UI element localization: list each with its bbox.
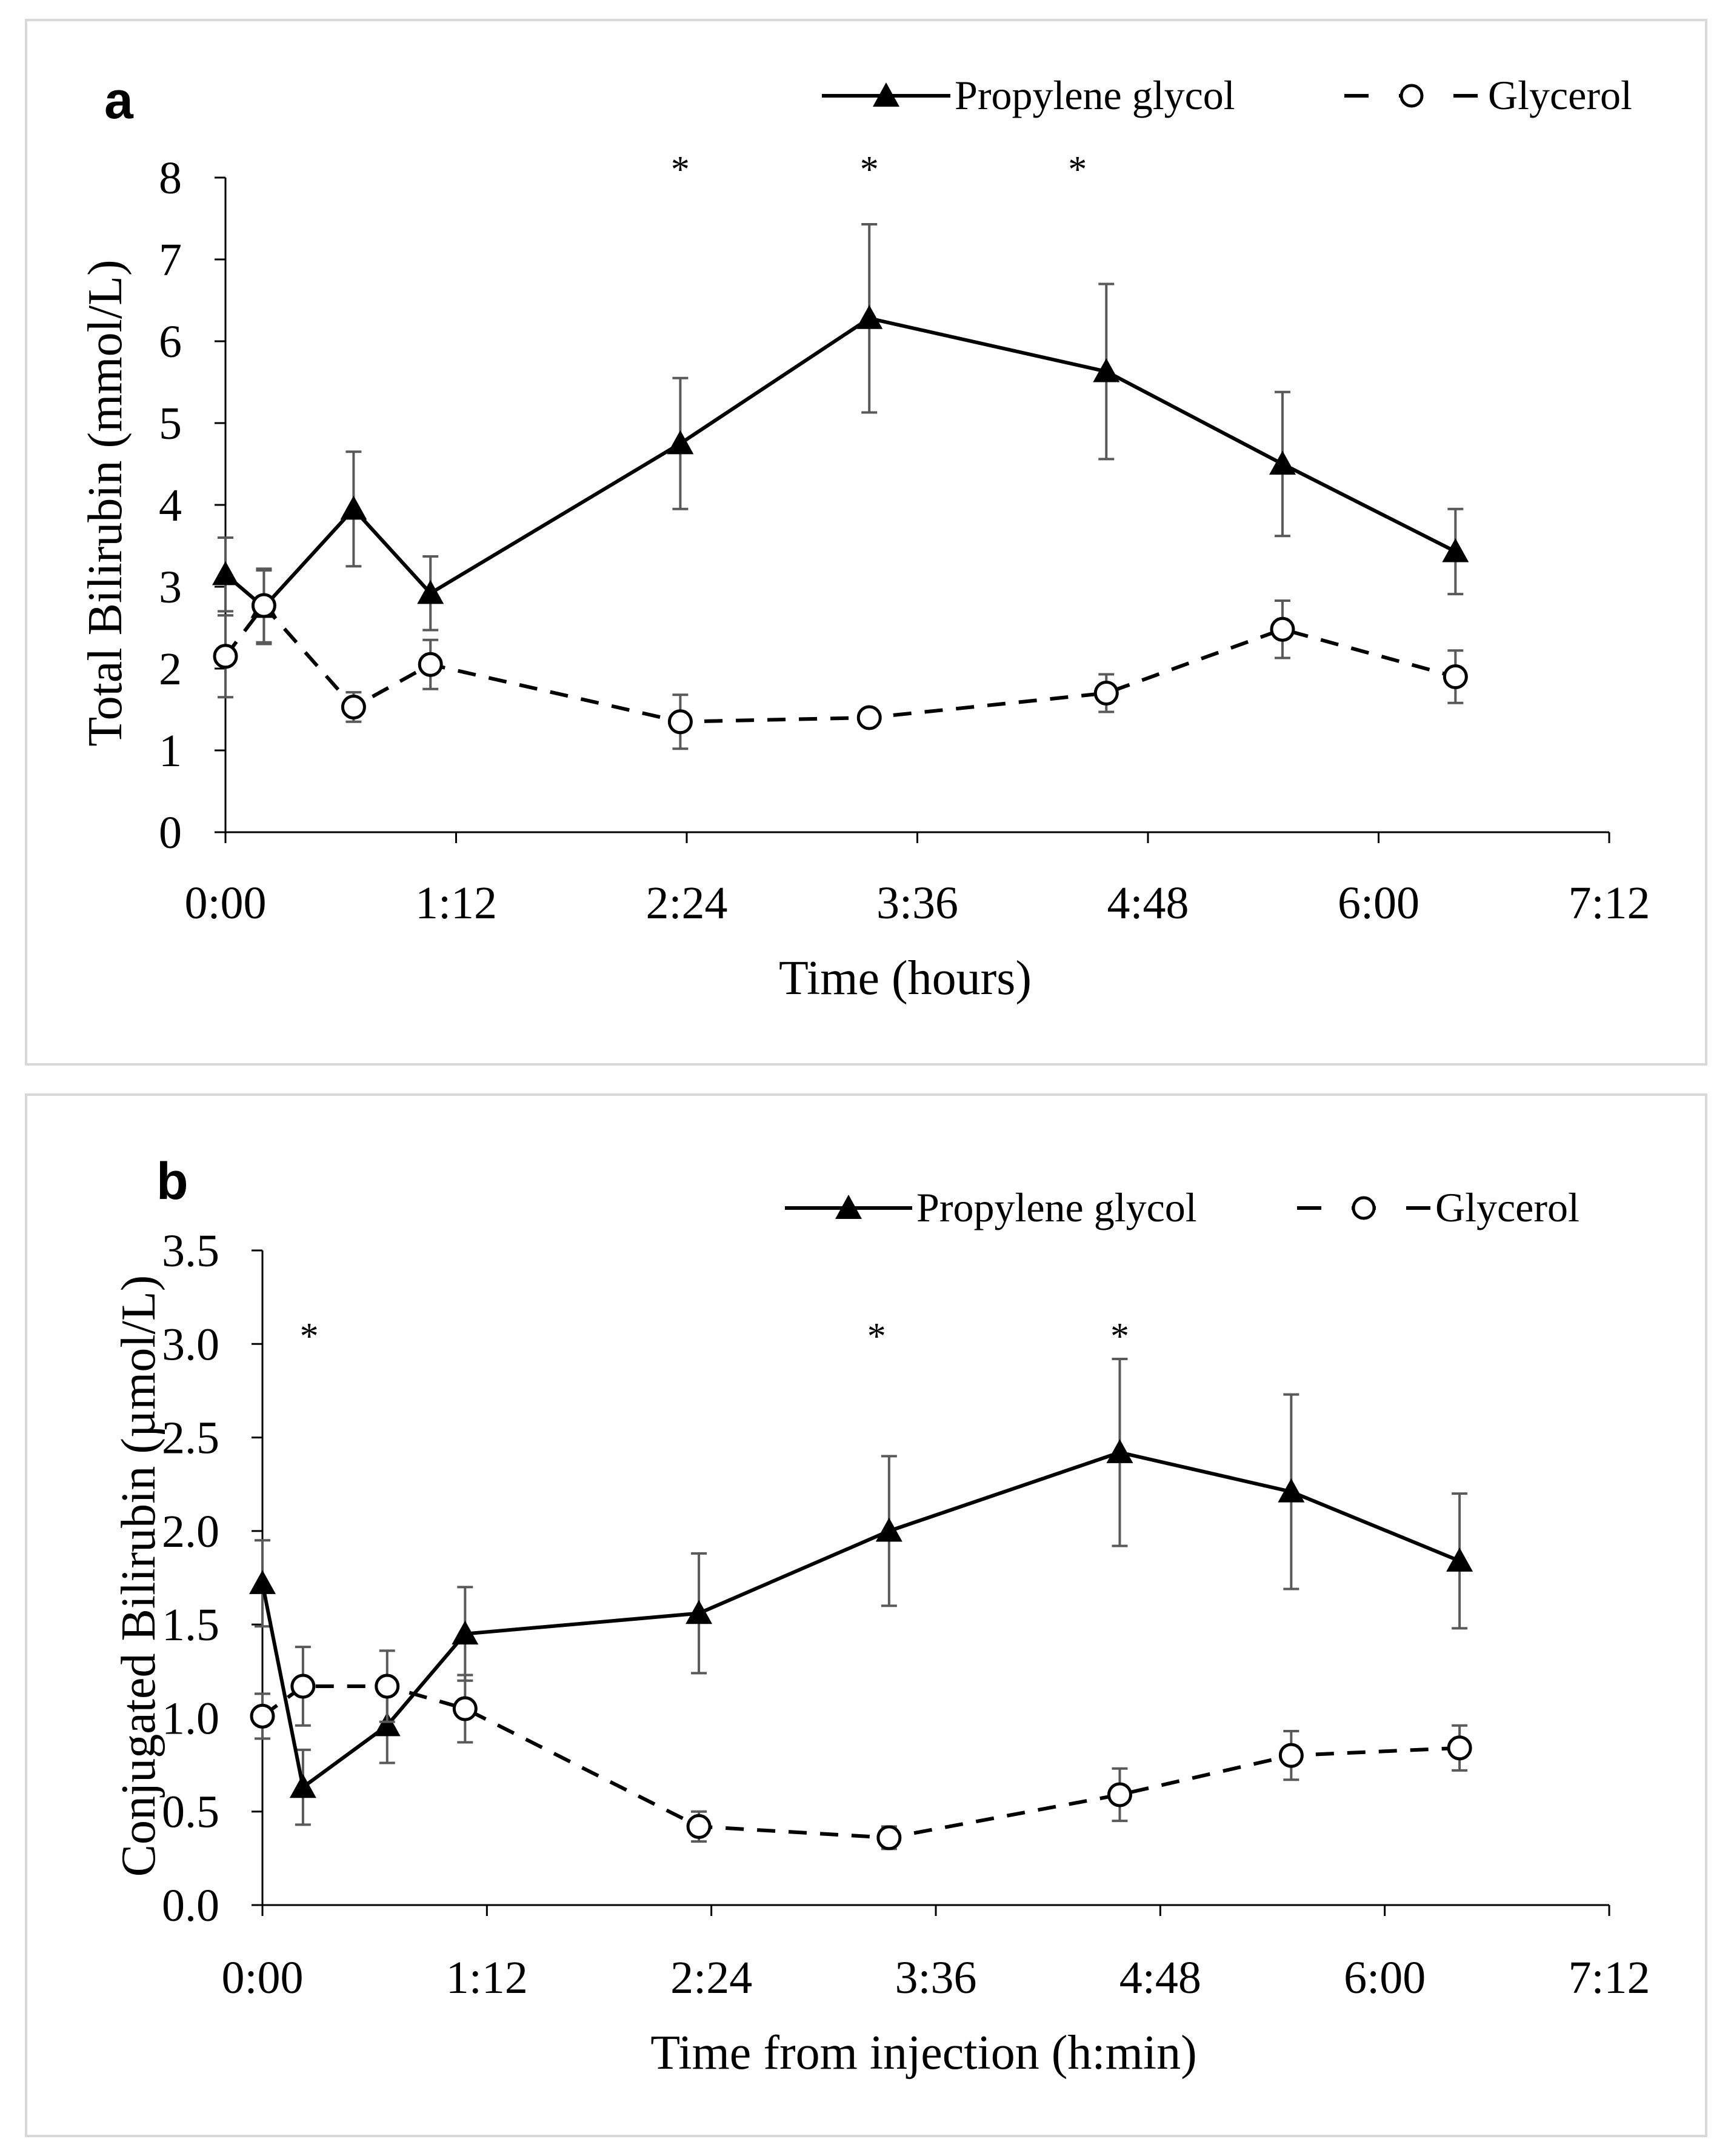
panel-b-significance-marker: * [300, 1316, 319, 1357]
panel-b-propylene-glycol-point [373, 1712, 401, 1737]
panel-b-glycerol-series-line [261, 1684, 1460, 1840]
panel-a-y-tick-label: 0 [159, 807, 182, 858]
panel-a-propylene-glycol-point [667, 430, 694, 455]
panel-a-legend-propylene-glycol-label: Propylene glycol [955, 72, 1235, 118]
panel-b-propylene-glycol-point [289, 1774, 316, 1798]
panel-a-frame [25, 19, 1707, 1066]
panel-b-x-tick-label: 2:24 [670, 1952, 752, 2003]
panel-b-label: b [156, 1152, 188, 1210]
panel-b-significance-marker: * [1110, 1316, 1129, 1357]
panel-a-glycerol-point [251, 593, 276, 618]
panel-a-glycerol-point [1443, 664, 1468, 689]
panel-a-y-tick-label: 3 [159, 562, 182, 613]
panel-b-legend-triangle-marker [835, 1195, 862, 1219]
panel-b-plot: 0.0 0.5 1.0 1.5 2.0 2.5 3.0 3.5 0:00 1:12 2:24 3:36… [112, 1184, 1650, 2080]
panel-a-glycerol-point [1270, 616, 1295, 642]
panel-b-propylene-glycol-point [1106, 1439, 1133, 1463]
panel-b-glycerol-point [1107, 1782, 1132, 1807]
panel-b-glycerol-point [290, 1674, 316, 1699]
panel-a-propylene-glycol-point [340, 495, 367, 520]
panel-a-x-tick-label: 0:00 [184, 878, 266, 929]
panel-b-y-tick-label: 3.5 [162, 1226, 219, 1277]
panel-a-glycerol-series-line [224, 602, 1456, 724]
panel-b-glycerol-point [1278, 1743, 1304, 1768]
panel-a-x-axis-title: Time (hours) [779, 952, 1032, 1005]
panel-b-legend-glycerol-label: Glycerol [1435, 1184, 1580, 1230]
panel-b-propylene-glycol-point [452, 1620, 479, 1645]
panel-b-propylene-glycol-point [1446, 1547, 1473, 1572]
panel-b-x-axis-title: Time from injection (h:min) [650, 2026, 1196, 2080]
panel-b-y-tick-label: 1.5 [162, 1600, 219, 1650]
panel-b-glycerol-point [375, 1674, 400, 1699]
panel-b-propylene-glycol-point [686, 1600, 713, 1624]
panel-a-significance-marker: * [860, 149, 879, 190]
panel-a-glycerol-point [418, 652, 443, 677]
panel-a-y-tick-label: 5 [159, 398, 182, 449]
panel-a-plot: 0 1 2 3 4 5 6 7 8 0:00 1:12 2:24 3:36 4:48 6:00 7:12 Tim… [79, 72, 1650, 1005]
panel-a-propylene-glycol-point [212, 561, 239, 586]
panel-a-legend-circle-marker [1399, 84, 1424, 108]
panel-b-propylene-glycol-point [249, 1570, 276, 1594]
panel-a-y-tick-label: 7 [159, 235, 182, 285]
panel-b-propylene-glycol-series-line [261, 1450, 1461, 1791]
panel-a-x-tick-label: 3:36 [876, 878, 958, 929]
panel-a-glycerol-point [856, 705, 882, 730]
panel-a-y-axis-title: Total Bilirubin (mmol/L) [79, 259, 132, 746]
panel-b-y-tick-label: 0.5 [162, 1787, 219, 1838]
panel-b-glycerol-point [452, 1696, 478, 1721]
panel-b-frame [25, 1093, 1707, 2137]
panel-a-glycerol-point [667, 709, 693, 735]
panel-a-y-tick-label: 8 [159, 153, 182, 204]
panel-b-legend-circle-marker [1352, 1196, 1376, 1220]
panel-a-propylene-glycol-point [1093, 358, 1120, 382]
panel-a-x-tick-label: 1:12 [415, 878, 497, 929]
panel-b-y-axis-title: Conjugated Bilirubin (µmol/L) [112, 1275, 165, 1877]
panel-a-propylene-glycol-point [1269, 450, 1296, 475]
panel-a-propylene-glycol-series-line [224, 316, 1456, 610]
panel-a-propylene-glycol-point [417, 579, 444, 604]
panel-a-glycerol-point [213, 644, 238, 669]
panel-a-significance-marker: * [1068, 149, 1087, 190]
panel-b-x-tick-label: 3:36 [895, 1952, 976, 2003]
panel-b-y-tick-label: 0.0 [162, 1880, 219, 1931]
panel-a-label: a [104, 72, 134, 130]
panel-b-y-tick-label: 3.0 [162, 1319, 219, 1370]
panel-a-y-tick-label: 2 [159, 644, 182, 695]
panel-b-significance-marker: * [867, 1316, 886, 1357]
panel-b-y-tick-label: 2.5 [162, 1413, 219, 1464]
panel-b-propylene-glycol-point [875, 1517, 902, 1542]
panel-b-glycerol-point [876, 1825, 902, 1851]
panel-a-x-tick-label: 2:24 [645, 878, 727, 929]
panel-b-x-tick-label: 1:12 [446, 1952, 528, 2003]
panel-a-significance-marker: * [671, 149, 690, 190]
panel-a-y-tick-label: 6 [159, 316, 182, 367]
panel-b-glycerol-point [686, 1814, 712, 1839]
panel-a-y-tick-label: 1 [159, 726, 182, 776]
panel-b-x-tick-label: 4:48 [1119, 1952, 1201, 2003]
panel-b-x-tick-label: 6:00 [1344, 1952, 1426, 2003]
panel-b-propylene-glycol-point [1278, 1478, 1305, 1503]
panel-b-y-tick-label: 2.0 [162, 1506, 219, 1557]
panel-a-legend-triangle-marker [873, 82, 899, 107]
panel-a-x-tick-label: 6:00 [1338, 878, 1419, 929]
panel-a-propylene-glycol-point [1442, 538, 1469, 562]
panel-a-y-tick-label: 4 [159, 480, 182, 531]
panel-a-x-tick-label: 7:12 [1568, 878, 1650, 929]
panel-b-legend-propylene-glycol-label: Propylene glycol [916, 1184, 1197, 1230]
panel-b-y-tick-label: 1.0 [162, 1693, 219, 1744]
panel-a-legend-glycerol-label: Glycerol [1488, 72, 1632, 118]
panel-b-glycerol-point [1447, 1735, 1472, 1761]
panel-b-x-tick-label: 0:00 [221, 1952, 303, 2003]
panel-a-x-tick-label: 4:48 [1107, 878, 1189, 929]
panel-b-x-tick-label: 7:12 [1568, 1952, 1650, 2003]
panel-a-glycerol-point [341, 694, 366, 719]
panel-a-propylene-glycol-point [856, 305, 883, 329]
panel-a-glycerol-point [1093, 681, 1119, 706]
panel-b-glycerol-point [250, 1703, 275, 1729]
